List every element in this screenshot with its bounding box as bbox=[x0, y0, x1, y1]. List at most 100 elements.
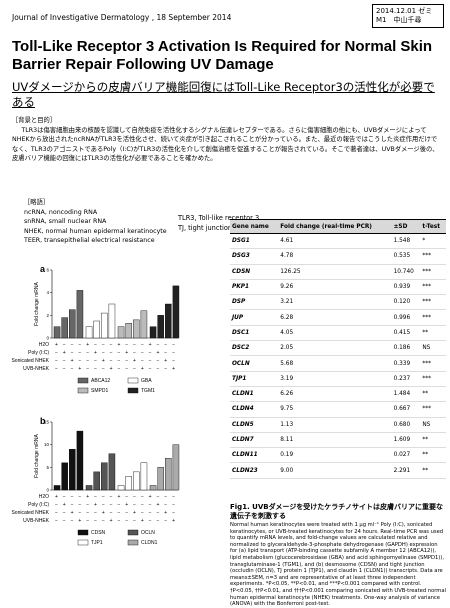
table-cell: 0.120 bbox=[391, 294, 421, 311]
table-cell: 9.26 bbox=[278, 279, 392, 296]
row-label: UVB-NHEK bbox=[23, 366, 50, 372]
table-cell: 4.61 bbox=[278, 233, 392, 250]
abbreviation: NHEK, normal human epidermal keratinocyt… bbox=[24, 227, 167, 235]
table-cell: CLDN11 bbox=[230, 447, 279, 464]
table-cell: 0.667 bbox=[391, 401, 421, 418]
row-label: Poly (I:C) bbox=[28, 502, 49, 508]
y-tick-label: 10 bbox=[44, 442, 50, 447]
bar bbox=[133, 471, 140, 491]
table-row: PKP1 9.26 0.939 *** bbox=[230, 279, 446, 296]
bar bbox=[157, 315, 164, 339]
table-cell: CLDN1 bbox=[230, 386, 279, 403]
table-cell: 0.237 bbox=[391, 371, 421, 387]
y-tick-label: 0 bbox=[46, 488, 49, 493]
table-cell: 6.26 bbox=[278, 386, 392, 403]
table-cell: *** bbox=[420, 355, 446, 372]
row-signs: + − − − + − − − + − − − + − − − bbox=[55, 494, 175, 500]
legend-swatch bbox=[77, 529, 89, 536]
row-signs: − − + − − − + − − − + − − − + − bbox=[55, 358, 175, 364]
table-cell: 1.609 bbox=[391, 432, 421, 449]
legend-swatch bbox=[77, 377, 89, 384]
y-axis-label: Fold change mRNA bbox=[34, 434, 40, 478]
table-cell: NS bbox=[420, 340, 446, 357]
legend-swatch bbox=[77, 539, 89, 546]
table-cell: CLDN23 bbox=[230, 462, 279, 479]
row-signs: − − + − − − + − − − + − − − + − bbox=[55, 510, 175, 516]
table-cell: 8.11 bbox=[278, 432, 392, 449]
table-header: Fold change (real-time PCR) bbox=[278, 219, 392, 234]
table-cell: 5.68 bbox=[278, 355, 392, 372]
abbreviation: TEER, transepithelial electrical resista… bbox=[24, 237, 155, 244]
gene-table: Gene name Fold change (real-time PCR) ±SD t… bbox=[230, 219, 446, 479]
bar bbox=[140, 462, 148, 491]
row-signs: − − − + − − − + − − − + − − − + bbox=[55, 518, 175, 524]
bar bbox=[172, 444, 180, 491]
legend-swatch bbox=[127, 539, 139, 546]
legend-label: TGM1 bbox=[141, 388, 155, 394]
abbreviation: ncRNA, noncoding RNA bbox=[24, 208, 98, 216]
bar bbox=[117, 326, 125, 339]
legend-label: CDSN bbox=[91, 530, 106, 536]
legend-swatch bbox=[127, 387, 139, 394]
table-cell: 3.19 bbox=[278, 371, 392, 387]
table-cell: 3.21 bbox=[278, 294, 392, 311]
table-cell: ** bbox=[420, 432, 446, 449]
table-cell: PKP1 bbox=[230, 279, 279, 296]
table-cell: ** bbox=[420, 447, 446, 464]
bar bbox=[117, 485, 125, 491]
table-row: CLDN11 0.19 0.027 ** bbox=[230, 447, 446, 464]
table-cell: ** bbox=[420, 325, 446, 342]
bar bbox=[85, 326, 93, 339]
table-cell: 0.415 bbox=[391, 325, 421, 342]
table-row: OCLN 5.68 0.339 *** bbox=[230, 355, 446, 372]
table-cell: DSG3 bbox=[230, 248, 279, 265]
bar bbox=[101, 312, 108, 339]
stamp-line: 2014.12.01 ゼミ bbox=[376, 7, 433, 15]
bar bbox=[165, 303, 172, 339]
table-cell: NS bbox=[420, 417, 446, 433]
table-row: DSP 3.21 0.120 *** bbox=[230, 294, 446, 311]
table-cell: CDSN bbox=[230, 264, 279, 280]
row-signs: + − − − + − − − + − − − + − − − bbox=[55, 342, 175, 348]
legend-label: CLDN1 bbox=[141, 540, 158, 546]
legend-swatch bbox=[127, 377, 139, 384]
table-cell: 6.28 bbox=[278, 309, 392, 326]
subtitle: UVダメージからの皮膚バリア機能回復にはToll-Like Receptor3の… bbox=[12, 80, 435, 109]
bar bbox=[108, 303, 116, 339]
table-cell: 0.680 bbox=[391, 417, 421, 433]
table-row: CLDN7 8.11 1.609 ** bbox=[230, 432, 446, 449]
bar bbox=[61, 317, 68, 339]
row-signs: − − − + − − − + − − − + − − − + bbox=[55, 366, 175, 372]
y-tick-label: 6 bbox=[46, 268, 49, 273]
table-cell: 126.25 bbox=[278, 264, 392, 280]
table-cell: CLDN4 bbox=[230, 401, 279, 418]
abbreviation: snRNA, small nuclear RNA bbox=[24, 218, 107, 225]
y-tick-label: 2 bbox=[46, 313, 49, 318]
background-heading: ［背景と目的］ bbox=[12, 117, 57, 124]
row-label: Poly (I:C) bbox=[28, 350, 49, 356]
table-cell: TJP1 bbox=[230, 371, 279, 387]
caption-text: Normal human keratinocytes were treated … bbox=[230, 522, 446, 608]
table-row: JUP 6.28 0.996 *** bbox=[230, 309, 446, 326]
caption: Fig1. UVBダメージを受けたケラチノサイトは皮膚バリアに重要な遺伝子を刺激… bbox=[230, 503, 446, 608]
legend-label: TJP1 bbox=[91, 540, 103, 546]
table-row: DSG1 4.61 1.548 * bbox=[230, 233, 446, 250]
table-row: DSC1 4.05 0.415 ** bbox=[230, 325, 446, 342]
stamp-line: M1 中山千尋 bbox=[376, 16, 422, 24]
table-cell: CLDN5 bbox=[230, 417, 279, 433]
bar bbox=[61, 462, 68, 491]
bar bbox=[140, 310, 148, 339]
legend-label: SMPD1 bbox=[91, 388, 108, 394]
bar bbox=[172, 285, 180, 339]
background-text: TLR3は傷害細胞由来の核酸を認識して自然免疫を活性化するシグナル伝達レセプター… bbox=[12, 126, 439, 163]
table-cell: DSC2 bbox=[230, 340, 279, 357]
bar bbox=[85, 485, 93, 491]
table-cell: 0.19 bbox=[278, 447, 392, 464]
table-cell: OCLN bbox=[230, 355, 279, 372]
table-cell: *** bbox=[420, 371, 446, 387]
panel-label: b bbox=[40, 416, 46, 426]
y-tick-label: 0 bbox=[46, 336, 49, 341]
row-label: H2O bbox=[39, 494, 49, 500]
table-cell: 2.291 bbox=[391, 462, 421, 479]
